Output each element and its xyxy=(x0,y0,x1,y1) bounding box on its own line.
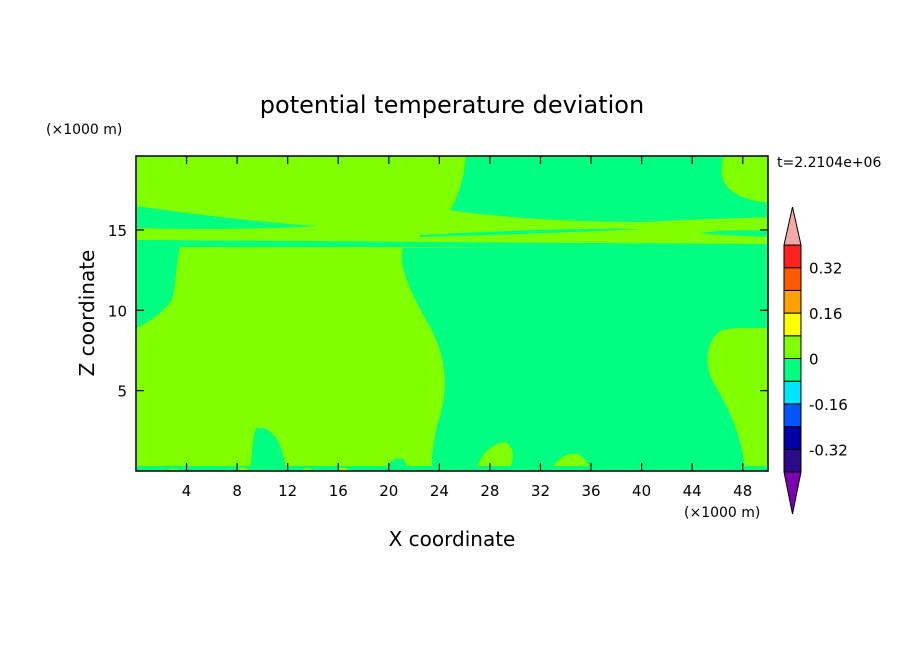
colorbar-swatch xyxy=(783,244,802,269)
y-ticks: 5 10 15 xyxy=(108,222,768,401)
y-tick-label: 5 xyxy=(117,383,127,401)
plot-frame xyxy=(135,155,769,472)
region-negative-layer-1 xyxy=(136,240,768,248)
y-tick-label: 10 xyxy=(108,302,127,320)
x-unit-label: (×1000 m) xyxy=(684,505,760,521)
colorbar-swatch xyxy=(783,448,802,473)
colorbar-label: -0.16 xyxy=(809,396,848,414)
colorbar-swatch xyxy=(783,289,802,314)
x-tick-label: 12 xyxy=(278,482,297,500)
colorbar-swatch xyxy=(783,267,802,291)
colorbar-under-arrow xyxy=(783,471,802,515)
colorbar-swatch xyxy=(783,358,802,382)
x-tick-label: 4 xyxy=(182,482,192,500)
region-positive-surface-blips xyxy=(165,467,350,471)
region-negative-top xyxy=(450,156,768,222)
y-tick-label: 15 xyxy=(108,222,127,240)
colorbar-label: 0.16 xyxy=(809,305,842,323)
colorbar-label: -0.32 xyxy=(809,441,848,459)
time-label: t=2.2104e+06 xyxy=(777,155,881,171)
colorbar-swatch xyxy=(783,312,802,337)
colorbar-label: 0 xyxy=(809,351,819,369)
x-tick-label: 8 xyxy=(232,482,242,500)
region-negative-right xyxy=(401,245,768,471)
x-tick-label: 40 xyxy=(632,482,651,500)
colorbar-over-arrow xyxy=(783,206,802,246)
colorbar: 0.32 0.16 0 -0.16 -0.32 xyxy=(783,206,848,515)
x-tick-label: 16 xyxy=(329,482,348,500)
region-negative-left-band xyxy=(136,206,318,229)
region-negative-layer-3 xyxy=(700,230,768,237)
contour-field xyxy=(136,156,768,471)
colorbar-swatch xyxy=(783,426,802,450)
colorbar-label: 0.32 xyxy=(809,260,842,278)
colorbar-swatch xyxy=(783,403,802,428)
x-tick-label: 24 xyxy=(430,482,449,500)
x-tick-label: 44 xyxy=(683,482,702,500)
x-axis-label: X coordinate xyxy=(389,527,516,551)
y-unit-label: (×1000 m) xyxy=(46,122,122,138)
colorbar-swatch xyxy=(783,335,802,359)
colorbar-swatch xyxy=(783,380,802,405)
x-tick-label: 28 xyxy=(480,482,499,500)
x-tick-label: 32 xyxy=(531,482,550,500)
region-negative-layer-2 xyxy=(420,228,640,237)
x-ticks: 4 8 12 16 20 24 28 32 36 40 44 48 xyxy=(182,156,752,500)
chart-title: potential temperature deviation xyxy=(260,91,644,119)
x-tick-label: 48 xyxy=(733,482,752,500)
region-negative-bottom-9k xyxy=(250,427,286,471)
region-negative-left-wedge xyxy=(136,247,180,329)
region-positive-bottom-29k xyxy=(476,442,513,471)
region-negative-surface xyxy=(136,466,768,471)
x-tick-label: 36 xyxy=(581,482,600,500)
x-tick-label: 20 xyxy=(379,482,398,500)
y-axis-label: Z coordinate xyxy=(75,250,99,377)
